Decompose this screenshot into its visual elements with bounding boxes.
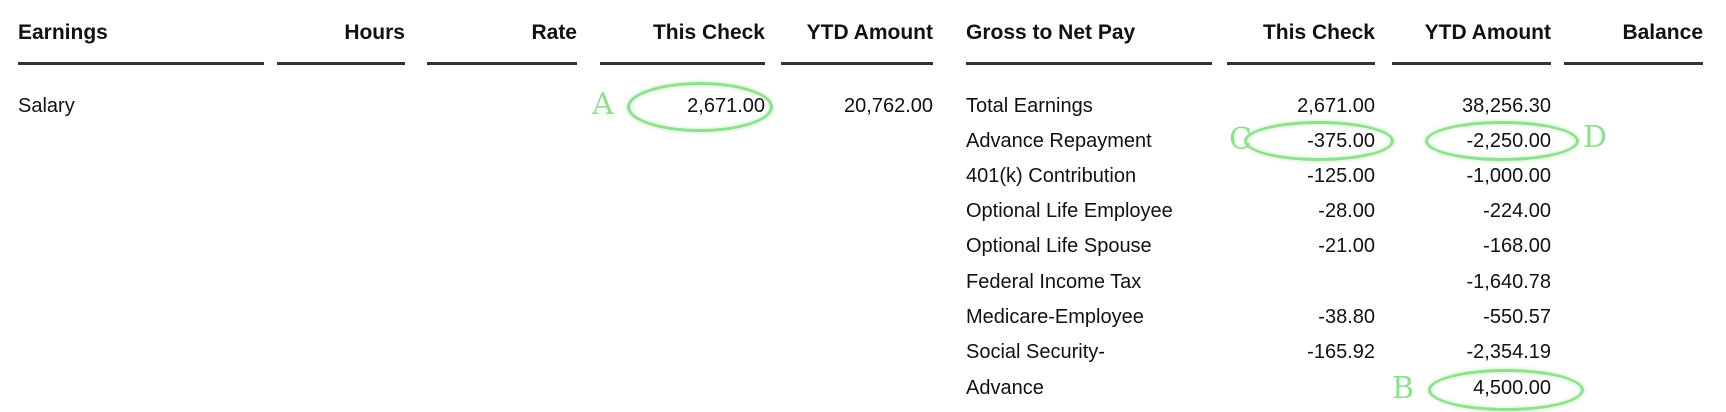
header-ytd-amount: YTD Amount (1424, 21, 1551, 44)
balance-value (1564, 339, 1703, 365)
deduction-name: Medicare-Employee (966, 306, 1144, 328)
deduction-name: Optional Life Employee (966, 200, 1173, 222)
deduction-name: Federal Income Tax (966, 271, 1142, 293)
balance-value (1564, 269, 1703, 295)
divider (1564, 62, 1703, 65)
earning-ytd: 20,762.00 (844, 95, 933, 117)
this-check-value (1227, 375, 1375, 401)
divider (781, 62, 933, 65)
balance-value (1564, 93, 1703, 119)
balance-value (1564, 233, 1703, 259)
header-gross-to-net: Gross to Net Pay (966, 21, 1136, 44)
divider (1392, 62, 1551, 65)
header-earnings: Earnings (18, 21, 108, 44)
deduction-name: Optional Life Spouse (966, 235, 1152, 257)
divider (966, 62, 1212, 65)
balance-value (1564, 304, 1703, 330)
divider (427, 62, 577, 65)
ytd-value: -2,354.19 (1466, 341, 1551, 363)
ytd-value: -168.00 (1483, 235, 1551, 257)
this-check-value: -125.00 (1307, 165, 1375, 187)
header-hours: Hours (344, 21, 405, 44)
ytd-value: -224.00 (1483, 200, 1551, 222)
this-check-value: -165.92 (1307, 341, 1375, 363)
header-this-check: This Check (1262, 21, 1375, 44)
header-rate: Rate (531, 21, 577, 44)
highlight-ellipse-a (627, 82, 773, 132)
ytd-value: -550.57 (1483, 306, 1551, 328)
ytd-value: -1,000.00 (1466, 165, 1551, 187)
deduction-name: Advance (966, 377, 1044, 399)
divider (600, 62, 765, 65)
ytd-value: 38,256.30 (1462, 95, 1551, 117)
highlight-ellipse-b (1428, 369, 1584, 411)
deduction-name: 401(k) Contribution (966, 165, 1137, 187)
highlight-ellipse-d (1425, 121, 1579, 161)
this-check-value: -28.00 (1318, 200, 1375, 222)
deduction-name: Social Security- (966, 341, 1105, 363)
annotation-label-a: A (592, 87, 614, 122)
annotation-label-b: B (1392, 371, 1415, 406)
this-check-value: -21.00 (1318, 235, 1375, 257)
ytd-value: -1,640.78 (1466, 271, 1551, 293)
header-balance: Balance (1622, 21, 1703, 44)
deduction-name: Advance Repayment (966, 130, 1152, 152)
this-check-value: -38.80 (1318, 306, 1375, 328)
divider (1227, 62, 1375, 65)
divider (277, 62, 405, 65)
balance-value (1564, 198, 1703, 224)
deduction-name: Total Earnings (966, 95, 1093, 117)
earning-name: Salary (18, 95, 75, 117)
header-this-check: This Check (652, 21, 765, 44)
highlight-ellipse-c (1244, 121, 1394, 161)
annotation-label-d: D (1583, 120, 1608, 155)
this-check-value (1227, 269, 1375, 295)
divider (18, 62, 264, 65)
balance-value (1564, 163, 1703, 189)
annotation-label-c: C (1229, 122, 1252, 157)
balance-value (1564, 375, 1703, 401)
this-check-value: 2,671.00 (1297, 95, 1375, 117)
header-ytd-amount: YTD Amount (806, 21, 933, 44)
